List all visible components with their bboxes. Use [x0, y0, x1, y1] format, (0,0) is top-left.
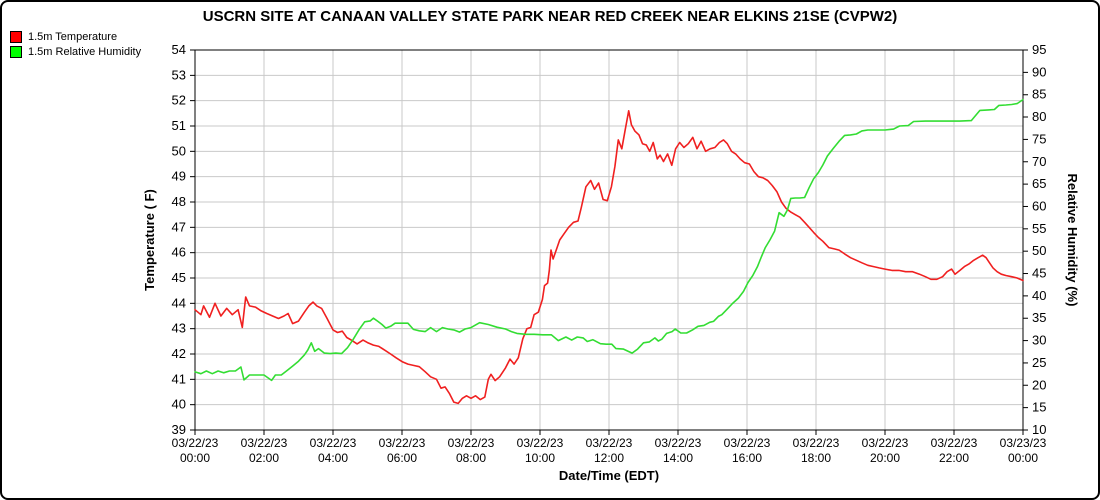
y-left-axis-title: Temperature ( F) [142, 189, 157, 291]
x-tick-date: 03/22/23 [655, 436, 702, 450]
y-right-axis-title: Relative Humidity (%) [1065, 174, 1080, 307]
x-tick-date: 03/22/23 [586, 436, 633, 450]
x-tick-date: 03/22/23 [862, 436, 909, 450]
y-left-tick-label: 50 [172, 143, 186, 158]
chart-title: USCRN SITE AT CANAAN VALLEY STATE PARK N… [202, 8, 898, 25]
legend-label-temperature: 1.5m Temperature [28, 30, 118, 43]
x-tick-time: 16:00 [732, 451, 762, 465]
y-left-tick-label: 45 [172, 270, 186, 285]
y-right-tick-label: 55 [1032, 221, 1046, 236]
y-right-tick-label: 10 [1032, 422, 1046, 437]
x-tick-time: 02:00 [249, 451, 279, 465]
humidity-line [194, 98, 1024, 382]
y-right-tick-label: 85 [1032, 87, 1046, 102]
y-left-tick-label: 43 [172, 321, 186, 336]
x-tick-time: 22:00 [939, 451, 969, 465]
x-tick-time: 12:00 [594, 451, 624, 465]
y-left-tick-label: 46 [172, 245, 186, 260]
y-left-tick-label: 48 [172, 194, 186, 209]
x-tick-time: 14:00 [663, 451, 693, 465]
y-right-tick-label: 75 [1032, 131, 1046, 146]
y-right-tick-label: 45 [1032, 266, 1046, 281]
x-tick-date: 03/22/23 [724, 436, 771, 450]
y-right-tick-label: 90 [1032, 64, 1046, 79]
y-left-tick-label: 54 [172, 42, 186, 57]
y-left-tick-label: 39 [172, 422, 186, 437]
x-tick-time: 06:00 [387, 451, 417, 465]
legend-item-humidity: 1.5m Relative Humidity [10, 44, 141, 59]
y-right-tick-label: 80 [1032, 109, 1046, 124]
y-left-tick-label: 51 [172, 118, 186, 133]
humidity-swatch-icon [10, 45, 22, 58]
temperature-line [194, 110, 1024, 405]
x-tick-time: 00:00 [180, 451, 210, 465]
y-right-tick-label: 70 [1032, 154, 1046, 169]
x-tick-date: 03/22/23 [517, 436, 564, 450]
y-left-tick-label: 52 [172, 93, 186, 108]
legend: 1.5m Temperature 1.5m Relative Humidity [10, 29, 141, 59]
y-left-tick-label: 49 [172, 169, 186, 184]
y-left-tick-label: 44 [172, 295, 186, 310]
y-left-tick-label: 53 [172, 67, 186, 82]
x-tick-time: 18:00 [801, 451, 831, 465]
y-right-tick-label: 35 [1032, 310, 1046, 325]
x-tick-date: 03/22/23 [793, 436, 840, 450]
x-tick-time: 04:00 [318, 451, 348, 465]
x-tick-date: 03/22/23 [379, 436, 426, 450]
x-tick-time: 08:00 [456, 451, 486, 465]
temperature-swatch-icon [10, 30, 22, 43]
x-tick-date: 03/22/23 [241, 436, 288, 450]
y-right-tick-label: 25 [1032, 355, 1046, 370]
y-left-tick-label: 41 [172, 371, 186, 386]
y-left-tick-label: 42 [172, 346, 186, 361]
legend-item-temperature: 1.5m Temperature [10, 29, 141, 44]
y-right-tick-label: 50 [1032, 243, 1046, 258]
x-tick-date: 03/22/23 [448, 436, 495, 450]
y-right-tick-label: 30 [1032, 333, 1046, 348]
x-tick-date: 03/23/23 [1000, 436, 1047, 450]
x-tick-time: 00:00 [1008, 451, 1038, 465]
y-right-tick-label: 95 [1032, 42, 1046, 57]
x-tick-time: 10:00 [525, 451, 555, 465]
legend-label-humidity: 1.5m Relative Humidity [28, 45, 142, 58]
x-tick-date: 03/22/23 [172, 436, 219, 450]
x-axis-title: Date/Time (EDT) [559, 468, 659, 483]
y-left-tick-label: 47 [172, 219, 186, 234]
y-left-tick-label: 40 [172, 397, 186, 412]
x-tick-date: 03/22/23 [310, 436, 357, 450]
y-right-tick-label: 15 [1032, 400, 1046, 415]
x-tick-date: 03/22/23 [931, 436, 978, 450]
x-tick-time: 20:00 [870, 451, 900, 465]
y-right-tick-label: 20 [1032, 377, 1046, 392]
plot-border [194, 49, 1024, 431]
y-right-tick-label: 40 [1032, 288, 1046, 303]
y-right-tick-label: 60 [1032, 198, 1046, 213]
y-right-tick-label: 65 [1032, 176, 1046, 191]
